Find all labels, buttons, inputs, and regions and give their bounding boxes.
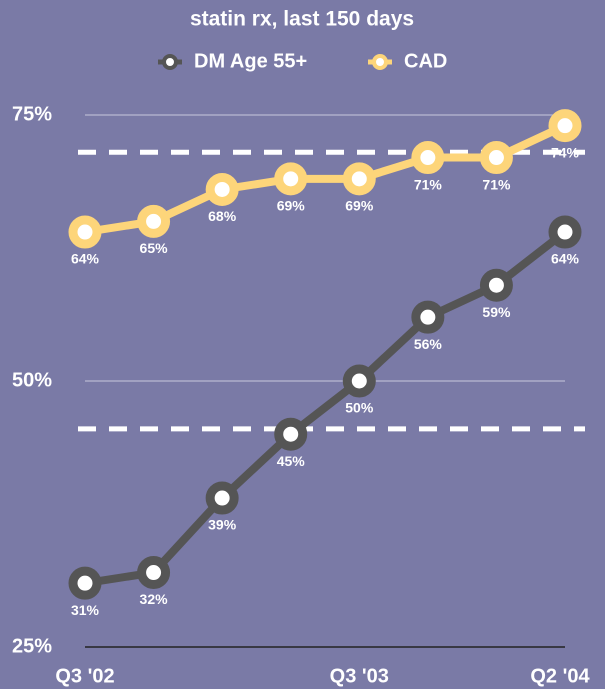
y-tick-label: 50% <box>12 369 52 391</box>
value-label: 71% <box>414 176 443 192</box>
legend-label: DM Age 55+ <box>194 50 307 72</box>
point <box>205 172 239 206</box>
point <box>548 109 582 143</box>
chart-title: statin rx, last 150 days <box>190 8 414 31</box>
legend-marker <box>372 54 388 70</box>
value-label: 65% <box>140 240 169 256</box>
point <box>342 162 376 196</box>
value-label: 50% <box>345 400 374 416</box>
value-label: 31% <box>71 602 100 618</box>
point <box>274 162 308 196</box>
point <box>205 481 239 515</box>
point <box>68 215 102 249</box>
value-label: 64% <box>551 251 580 267</box>
x-tick-label: Q3 '02 <box>55 665 114 687</box>
legend-marker <box>162 54 178 70</box>
y-tick-label: 25% <box>12 635 52 657</box>
value-label: 69% <box>277 198 306 214</box>
value-label: 64% <box>71 251 100 267</box>
x-tick-label: Q3 '03 <box>330 665 389 687</box>
value-label: 56% <box>414 336 443 352</box>
point <box>479 268 513 302</box>
value-label: 68% <box>208 208 237 224</box>
point <box>411 141 445 175</box>
value-label: 71% <box>482 176 511 192</box>
value-label: 39% <box>208 517 237 533</box>
y-tick-label: 75% <box>12 103 52 125</box>
point <box>68 566 102 600</box>
point <box>411 300 445 334</box>
point <box>274 417 308 451</box>
legend-label: CAD <box>404 50 447 72</box>
point <box>548 215 582 249</box>
point <box>137 556 171 590</box>
x-tick-label: Q2 '04 <box>530 665 590 687</box>
value-label: 74% <box>551 144 580 160</box>
value-label: 69% <box>345 198 374 214</box>
point <box>137 204 171 238</box>
value-label: 32% <box>140 591 169 607</box>
point <box>479 141 513 175</box>
point <box>342 364 376 398</box>
value-label: 45% <box>277 453 306 469</box>
value-label: 59% <box>482 304 511 320</box>
